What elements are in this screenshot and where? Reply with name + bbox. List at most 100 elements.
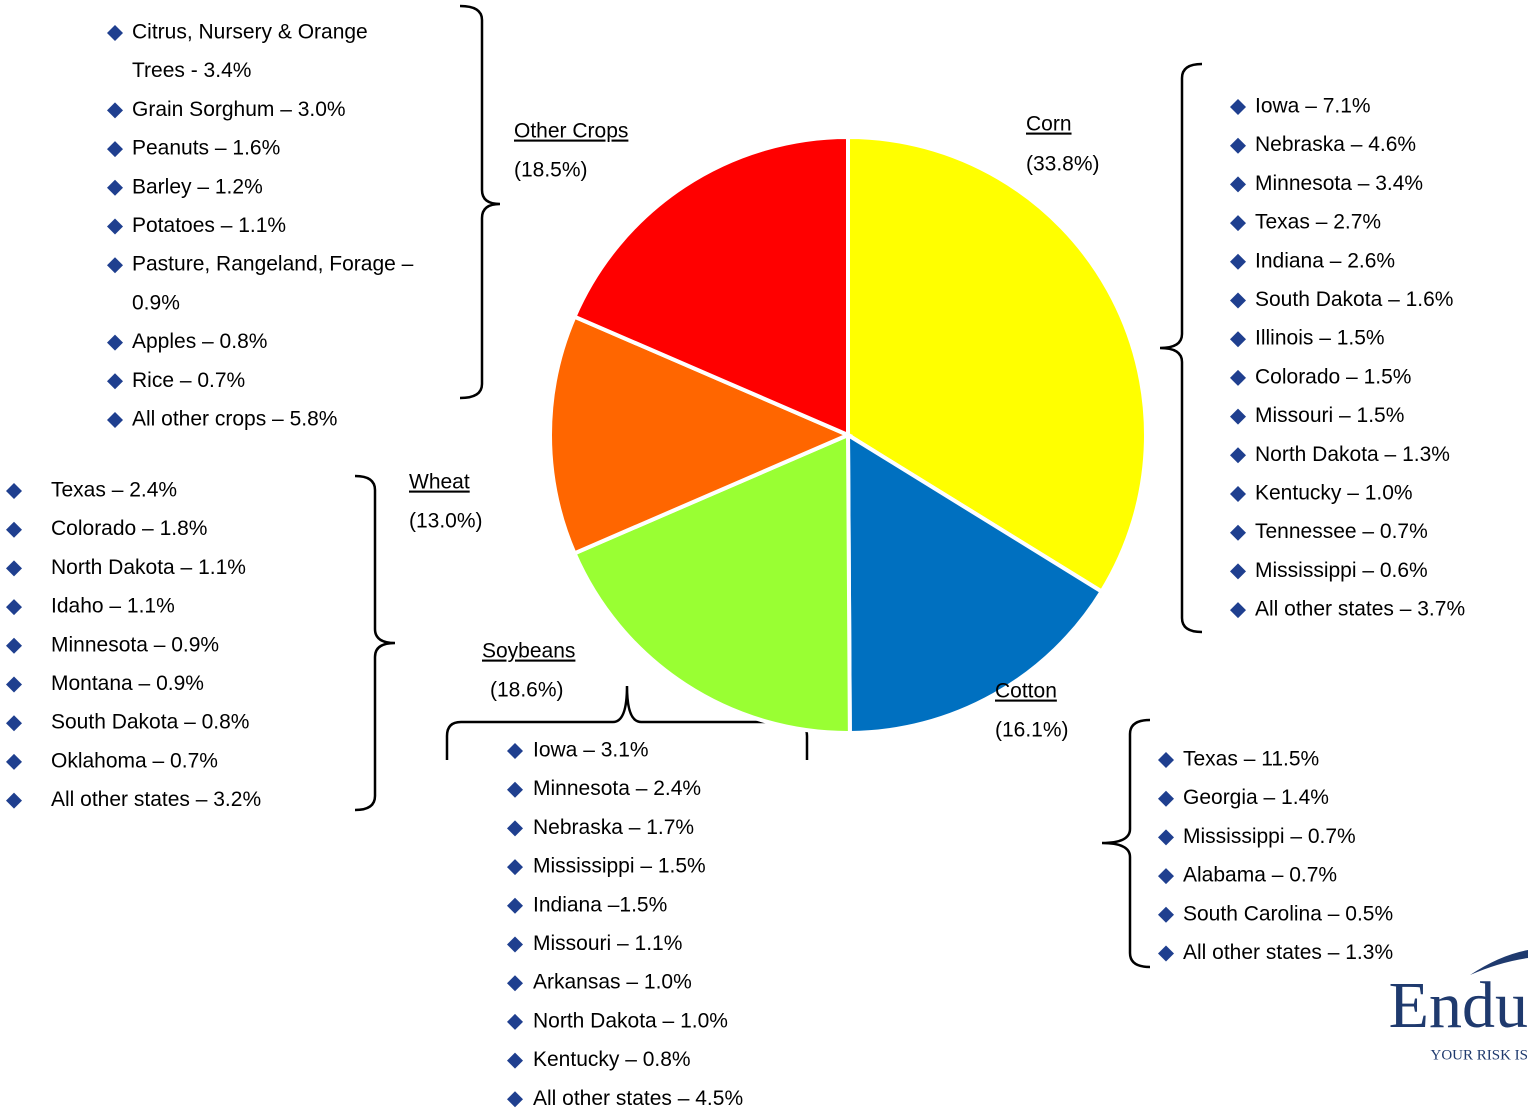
list-item: Citrus, Nursery & Orange: [132, 21, 368, 44]
bullet: [1158, 790, 1174, 807]
list-item: Texas – 2.4%: [51, 479, 177, 502]
list-item: Colorado – 1.5%: [1255, 365, 1411, 388]
bullet: [1230, 176, 1246, 193]
pie-slice: [846, 134, 1148, 595]
list-item: South Dakota – 1.6%: [1255, 288, 1453, 311]
list-item: Illinois – 1.5%: [1255, 327, 1385, 350]
category-label: Other Crops: [514, 120, 628, 143]
bullet: [1158, 752, 1174, 768]
pie-slice: [548, 314, 854, 556]
bullet: [1230, 602, 1246, 619]
list-item: Minnesota – 2.4%: [533, 777, 701, 800]
list-item: All other states – 1.3%: [1183, 941, 1393, 964]
list-item: All other states – 4.5%: [533, 1087, 743, 1110]
brace: [1101, 718, 1151, 969]
list-item: Mississippi – 1.5%: [533, 855, 706, 878]
bullet: [6, 599, 22, 616]
list-item: Nebraska – 1.7%: [533, 816, 694, 839]
bullet: [107, 412, 123, 428]
bullet: [107, 373, 123, 390]
bullet: [1230, 408, 1246, 425]
bullet: [107, 102, 123, 119]
list-item: Pasture, Rangeland, Forage –: [132, 253, 414, 276]
list-item: Grain Sorghum – 3.0%: [132, 98, 346, 121]
bullet: [6, 483, 22, 499]
bullet: [1230, 563, 1246, 580]
list-item: Tennessee – 0.7%: [1255, 520, 1428, 543]
bullet: [1230, 253, 1246, 270]
pie-slice: [571, 134, 850, 439]
list-item: Texas – 2.7%: [1255, 211, 1381, 234]
list-item: South Dakota – 0.8%: [51, 711, 249, 734]
list-item: Apples – 0.8%: [132, 330, 267, 353]
bullet: [1158, 945, 1174, 962]
category-label: Soybeans: [482, 640, 575, 663]
list-item: Colorado – 1.8%: [51, 517, 207, 540]
list-item: Indiana –1.5%: [533, 893, 667, 916]
list-item: All other crops – 5.8%: [132, 408, 337, 431]
list-item: Idaho – 1.1%: [51, 595, 175, 618]
list-item: Missouri – 1.5%: [1255, 404, 1404, 427]
bullet: [6, 560, 22, 577]
list-item: Indiana – 2.6%: [1255, 249, 1395, 272]
value-label: (16.1%): [995, 719, 1069, 742]
bullet: [1230, 524, 1246, 541]
list-item: Iowa – 7.1%: [1255, 95, 1371, 118]
bullet: [1230, 369, 1246, 386]
list-item: Nebraska – 4.6%: [1255, 133, 1416, 156]
bullet: [507, 781, 523, 798]
bullet: [1230, 486, 1246, 502]
list-item: Minnesota – 3.4%: [1255, 172, 1423, 195]
list-item: Trees - 3.4%: [132, 59, 251, 82]
list-item: Arkansas – 1.0%: [533, 971, 692, 994]
list-item: Kentucky – 1.0%: [1255, 482, 1413, 505]
list-item: North Dakota – 1.1%: [51, 556, 246, 579]
brace: [459, 4, 501, 400]
list-item: Alabama – 0.7%: [1183, 864, 1337, 887]
list-item: North Dakota – 1.0%: [533, 1009, 728, 1032]
list-item: Minnesota – 0.9%: [51, 633, 219, 656]
logo-name: Endu: [1389, 969, 1528, 1042]
bullet: [6, 753, 22, 770]
category-label: Corn: [1026, 113, 1072, 136]
bullet: [107, 257, 123, 274]
bullet: [107, 141, 123, 158]
logo-swoosh: [1470, 950, 1528, 975]
logo-tagline: YOUR RISK IS: [1430, 1047, 1528, 1063]
list-item: Missouri – 1.1%: [533, 932, 682, 955]
bullet: [1158, 906, 1174, 923]
bullet: [6, 676, 22, 693]
bullet: [507, 1091, 523, 1108]
bullet: [507, 820, 523, 837]
bullet: [6, 637, 22, 654]
value-label: (13.0%): [409, 510, 483, 533]
list-item: Mississippi – 0.7%: [1183, 825, 1356, 848]
bullet: [1158, 868, 1174, 885]
bullet: [507, 1013, 523, 1030]
bullet: [507, 1052, 523, 1069]
category-label: Wheat: [409, 471, 470, 494]
pie-slice: [571, 431, 852, 735]
list-item: Kentucky – 0.8%: [533, 1048, 691, 1071]
bullet: [507, 975, 523, 992]
bullet: [6, 521, 22, 538]
brace: [1159, 62, 1203, 634]
value-label: (18.6%): [490, 679, 564, 702]
bullet: [507, 859, 523, 876]
value-label: (18.5%): [514, 159, 588, 182]
list-item: Peanuts – 1.6%: [132, 137, 280, 160]
bullet: [1158, 829, 1174, 846]
list-item: Rice – 0.7%: [132, 369, 245, 392]
bullet: [107, 218, 123, 235]
bullet: [6, 715, 22, 732]
category-label: Cotton: [995, 680, 1057, 703]
bullet: [507, 743, 523, 759]
list-item: 0.9%: [132, 291, 180, 314]
list-item: North Dakota – 1.3%: [1255, 443, 1450, 466]
bullet: [1230, 331, 1246, 348]
pie-slice: [845, 431, 1105, 736]
list-item: Georgia – 1.4%: [1183, 786, 1329, 809]
list-item: Potatoes – 1.1%: [132, 214, 286, 237]
bullet: [1230, 447, 1246, 464]
